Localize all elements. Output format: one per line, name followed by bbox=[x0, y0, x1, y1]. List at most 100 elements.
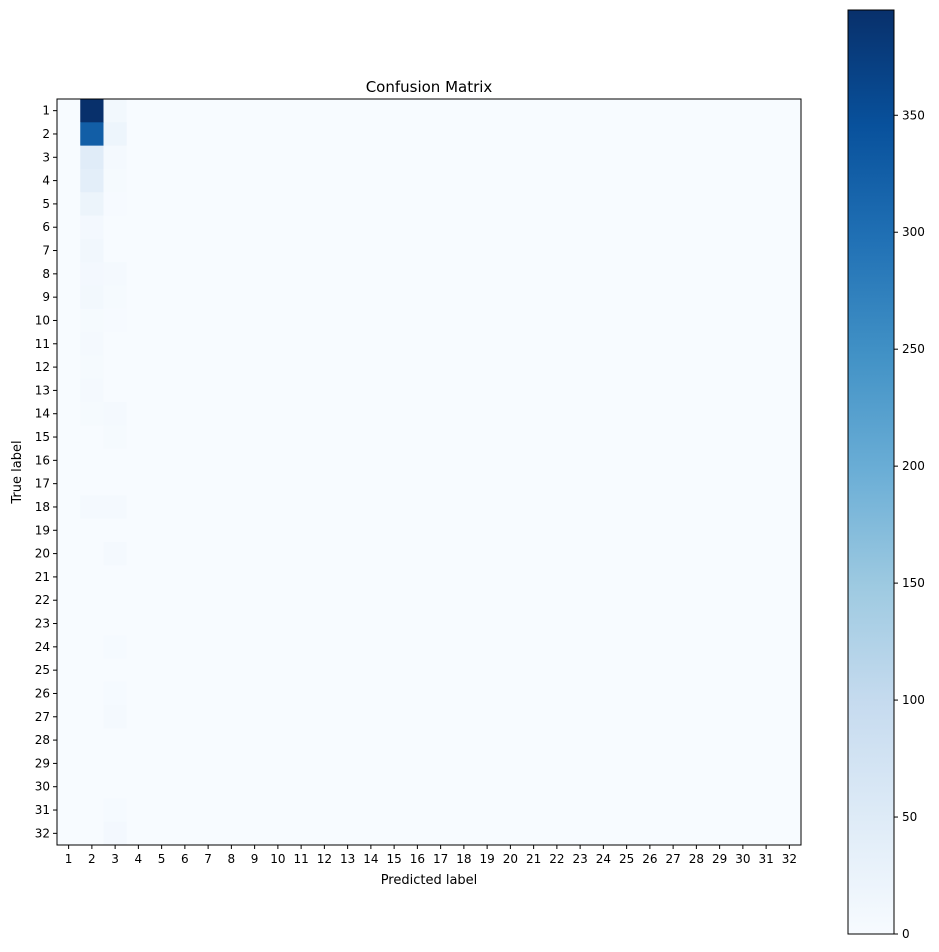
heatmap-cell bbox=[661, 355, 686, 380]
heatmap-cell bbox=[312, 635, 337, 659]
heatmap-cell bbox=[731, 775, 755, 799]
heatmap-cell bbox=[708, 728, 732, 753]
heatmap-cell bbox=[103, 635, 128, 659]
heatmap-cell bbox=[336, 775, 360, 799]
x-tick-label: 31 bbox=[758, 852, 773, 866]
heatmap-cell bbox=[219, 775, 244, 799]
heatmap-cell bbox=[219, 518, 244, 543]
heatmap-cell bbox=[266, 425, 290, 450]
heatmap-cell bbox=[243, 425, 267, 450]
heatmap-cell bbox=[777, 635, 802, 659]
heatmap-cell bbox=[243, 495, 267, 520]
heatmap-cell bbox=[475, 145, 500, 170]
heatmap-cell bbox=[615, 775, 639, 799]
heatmap-cell bbox=[475, 681, 500, 706]
heatmap-cell bbox=[382, 751, 407, 776]
heatmap-cell bbox=[336, 728, 360, 753]
heatmap-cell bbox=[243, 775, 267, 799]
heatmap-cell bbox=[266, 448, 290, 473]
heatmap-cell bbox=[498, 821, 523, 846]
heatmap-cell bbox=[522, 122, 546, 147]
heatmap-cell bbox=[405, 751, 430, 776]
heatmap-cell bbox=[312, 355, 337, 380]
heatmap-cell bbox=[266, 192, 290, 216]
heatmap-cell bbox=[522, 215, 546, 240]
colorbar-tick-label: 300 bbox=[902, 225, 925, 239]
heatmap-cell bbox=[498, 495, 523, 520]
heatmap-cell bbox=[777, 821, 802, 846]
heatmap-cell bbox=[591, 122, 616, 147]
colorbar-tick-label: 200 bbox=[902, 459, 925, 473]
y-tick-label: 30 bbox=[35, 780, 50, 794]
heatmap-cell bbox=[591, 541, 616, 566]
heatmap-cell bbox=[591, 588, 616, 613]
heatmap-cell bbox=[219, 355, 244, 380]
heatmap-cell bbox=[429, 611, 453, 636]
heatmap-cell bbox=[708, 821, 732, 846]
heatmap-cell bbox=[80, 495, 104, 520]
heatmap-cell bbox=[708, 215, 732, 240]
heatmap-cell bbox=[545, 332, 569, 356]
x-tick-label: 23 bbox=[572, 852, 587, 866]
heatmap-cell bbox=[312, 518, 337, 543]
heatmap-cell bbox=[638, 541, 662, 566]
heatmap-cell bbox=[266, 355, 290, 380]
heatmap-cell bbox=[429, 775, 453, 799]
heatmap-cell bbox=[312, 495, 337, 520]
heatmap-cell bbox=[173, 541, 197, 566]
heatmap-cell bbox=[173, 355, 197, 380]
heatmap-cell bbox=[405, 705, 430, 729]
heatmap-cell bbox=[661, 751, 686, 776]
heatmap-cell bbox=[568, 705, 593, 729]
heatmap-cell bbox=[219, 308, 244, 333]
heatmap-cell bbox=[638, 99, 662, 123]
heatmap-cell bbox=[522, 728, 546, 753]
x-tick-label: 13 bbox=[340, 852, 355, 866]
heatmap-cell bbox=[219, 192, 244, 216]
heatmap-cell bbox=[173, 448, 197, 473]
y-tick-label: 3 bbox=[42, 150, 50, 164]
x-axis-ticks: 1 2 3 4 5 6 7 8 9 10 11 12 13 14 15 16 17 18 19 20 21 22 23 24 2… bbox=[65, 845, 797, 866]
heatmap-cell bbox=[452, 751, 476, 776]
heatmap-cell bbox=[173, 658, 197, 683]
heatmap-cell bbox=[475, 378, 500, 403]
heatmap-cell bbox=[103, 145, 128, 170]
heatmap-cell bbox=[429, 378, 453, 403]
heatmap-cell bbox=[522, 541, 546, 566]
heatmap-cell bbox=[498, 192, 523, 216]
heatmap-cell bbox=[405, 798, 430, 823]
heatmap-cell bbox=[405, 495, 430, 520]
heatmap-cell bbox=[150, 728, 174, 753]
heatmap-cell bbox=[777, 565, 802, 589]
heatmap-cell bbox=[638, 238, 662, 263]
heatmap-cell bbox=[312, 611, 337, 636]
heatmap-cell bbox=[661, 378, 686, 403]
heatmap-cell bbox=[103, 472, 128, 496]
heatmap-cell bbox=[243, 588, 267, 613]
heatmap-cell bbox=[661, 192, 686, 216]
heatmap-cell bbox=[173, 681, 197, 706]
heatmap-cell bbox=[289, 751, 314, 776]
heatmap-cell bbox=[777, 122, 802, 147]
heatmap-cell bbox=[638, 262, 662, 286]
heatmap-cell bbox=[591, 355, 616, 380]
heatmap-cell bbox=[568, 192, 593, 216]
y-tick-label: 19 bbox=[35, 523, 50, 537]
heatmap-cell bbox=[219, 378, 244, 403]
heatmap-cell bbox=[80, 308, 104, 333]
y-tick-label: 32 bbox=[35, 826, 50, 840]
x-tick-label: 6 bbox=[181, 852, 189, 866]
x-tick-label: 29 bbox=[712, 852, 727, 866]
heatmap-cell bbox=[173, 518, 197, 543]
heatmap-cell bbox=[103, 402, 128, 426]
heatmap-cell bbox=[243, 99, 267, 123]
colorbar-tick-label: 350 bbox=[902, 108, 925, 122]
heatmap-cell bbox=[452, 635, 476, 659]
heatmap-cell bbox=[312, 448, 337, 473]
heatmap-cell bbox=[684, 495, 709, 520]
heatmap-cell bbox=[150, 821, 174, 846]
heatmap-cell bbox=[150, 145, 174, 170]
heatmap-cell bbox=[80, 122, 104, 147]
heatmap-cell bbox=[429, 122, 453, 147]
heatmap-cell bbox=[615, 635, 639, 659]
